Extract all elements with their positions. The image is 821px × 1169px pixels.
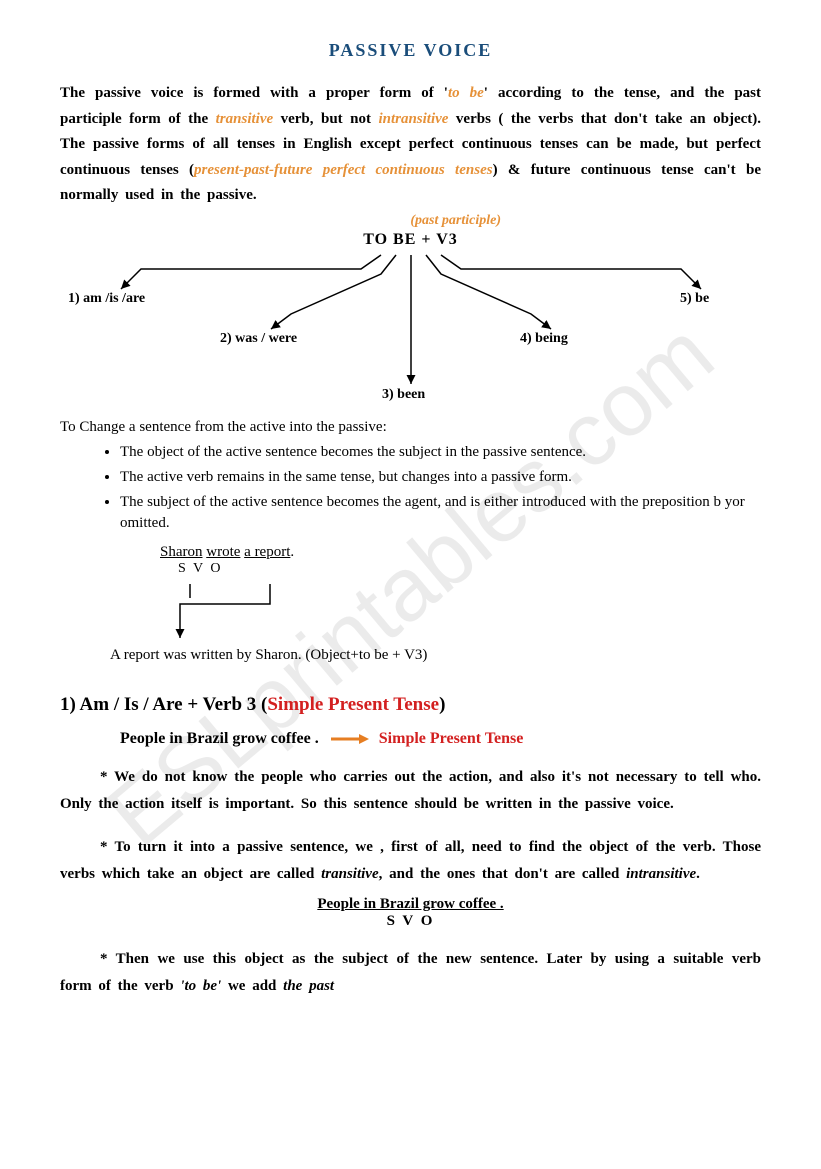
heading-tense: Simple Present Tense: [267, 694, 439, 715]
section-1-p2: * To turn it into a passive sentence, we…: [60, 834, 761, 888]
tree-node-3: 3) been: [382, 387, 425, 403]
intro-continuous: present-past-future perfect continuous t…: [194, 162, 493, 178]
sample-sentence: People in Brazil grow coffee . Simple Pr…: [120, 730, 761, 748]
rules-intro: To Change a sentence from the active int…: [60, 419, 761, 436]
p2-text: , and the ones that don't are called: [379, 866, 626, 882]
example-object: a report: [244, 544, 290, 560]
tree-node-1: 1) am /is /are: [68, 291, 145, 307]
tree-node-2: 2) was / were: [220, 331, 297, 347]
page-content: PASSIVE VOICE The passive voice is forme…: [0, 0, 821, 1040]
example-arrow: [130, 578, 330, 648]
formula: TO BE + V3: [60, 231, 761, 249]
rule-item: The active verb remains in the same tens…: [120, 467, 761, 488]
sample-text: People in Brazil grow coffee .: [120, 730, 319, 747]
intro-text: verb, but not: [273, 111, 378, 127]
tree-node-4: 4) being: [520, 331, 568, 347]
tree-diagram: 1) am /is /are 2) was / were 3) been 4) …: [60, 249, 761, 409]
rules-list: The object of the active sentence become…: [60, 442, 761, 534]
p3-text: * Then we use this object as the subject…: [60, 951, 761, 994]
section-1-p3: * Then we use this object as the subject…: [60, 946, 761, 1000]
arrow-icon: [329, 732, 369, 746]
intro-tobe: to be: [448, 85, 484, 101]
svo-labels: S V O: [178, 561, 761, 577]
rule-item: The subject of the active sentence becom…: [120, 492, 761, 534]
svo-labels-2: S V O: [60, 913, 761, 930]
p3-tobe: 'to be': [180, 978, 221, 994]
p2-transitive: transitive: [321, 866, 379, 882]
example-sentence: Sharon wrote a report.: [160, 544, 761, 561]
page-title: PASSIVE VOICE: [60, 40, 761, 61]
example-subject: Sharon: [160, 544, 203, 560]
intro-text: The passive voice is formed with a prope…: [60, 85, 448, 101]
svo-sentence-text: People in Brazil grow coffee .: [317, 896, 503, 912]
tree-node-5: 5) be: [680, 291, 709, 307]
example-result: A report was written by Sharon. (Object+…: [110, 647, 761, 664]
intro-paragraph: The passive voice is formed with a prope…: [60, 81, 761, 209]
rule-item: The object of the active sentence become…: [120, 442, 761, 463]
past-participle-label: (past participle): [60, 213, 501, 229]
intro-intransitive: intransitive: [378, 111, 448, 127]
heading-text: 1) Am / Is / Are + Verb 3 (: [60, 694, 267, 715]
heading-text: ): [439, 694, 445, 715]
p3-text: we add: [221, 978, 283, 994]
example-transformation: Sharon wrote a report. S V O A report wa…: [160, 544, 761, 664]
section-1-heading: 1) Am / Is / Are + Verb 3 (Simple Presen…: [60, 694, 761, 716]
p2-intransitive: intransitive: [626, 866, 696, 882]
sample-tense: Simple Present Tense: [379, 730, 524, 747]
p2-text: .: [696, 866, 700, 882]
svo-sentence: People in Brazil grow coffee .: [60, 896, 761, 913]
intro-transitive: transitive: [216, 111, 274, 127]
tree-lines: [61, 249, 761, 409]
example-verb: wrote: [206, 544, 240, 560]
p3-past: the past: [283, 978, 334, 994]
section-1-p1: * We do not know the people who carries …: [60, 764, 761, 818]
